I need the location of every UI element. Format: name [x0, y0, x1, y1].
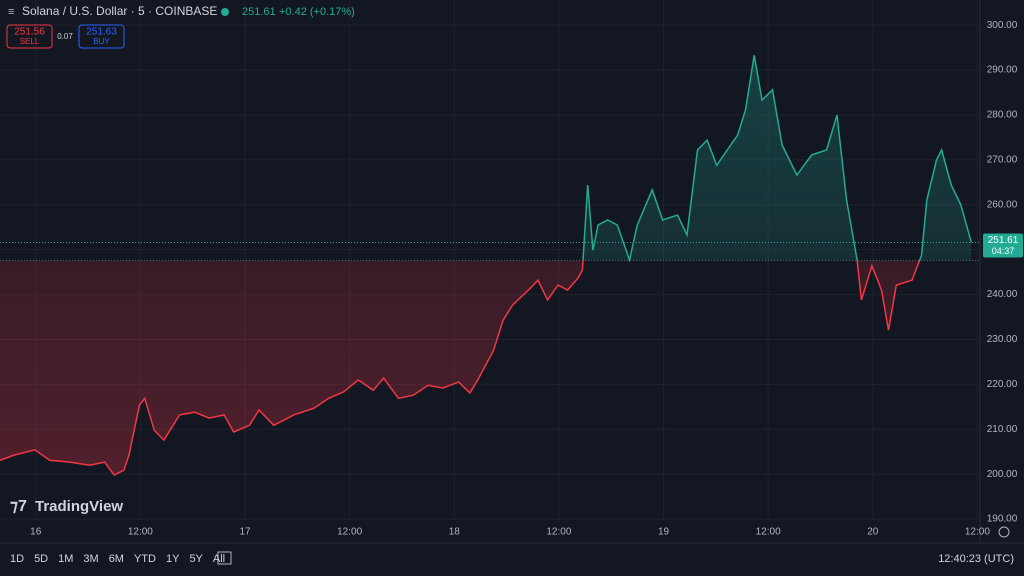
buy-price: 251.63 — [86, 27, 117, 38]
buy-label: BUY — [93, 37, 110, 46]
x-tick-label: 19 — [658, 527, 670, 538]
symbol[interactable]: Solana / U.S. Dollar · 5 · COINBASE — [22, 4, 217, 18]
y-tick-label: 240.00 — [987, 289, 1018, 300]
logo-mark: ⁊7 — [10, 498, 27, 515]
clock[interactable]: 12:40:23 (UTC) — [938, 553, 1014, 565]
y-tick-label: 200.00 — [987, 469, 1018, 480]
status-dot — [221, 8, 229, 16]
range-button[interactable]: 1M — [58, 553, 73, 565]
spread: 0.07 — [57, 32, 73, 41]
x-tick-label: 12:00 — [546, 527, 571, 538]
countdown: 04:37 — [992, 246, 1015, 256]
y-tick-label: 210.00 — [987, 424, 1018, 435]
range-button[interactable]: 1D — [10, 553, 24, 565]
last-price-label: 251.61 — [988, 235, 1019, 246]
x-tick-label: 17 — [239, 527, 251, 538]
range-button[interactable]: 5D — [34, 553, 48, 565]
area-up — [0, 55, 972, 261]
y-tick-label: 280.00 — [987, 110, 1018, 121]
range-button[interactable]: 3M — [83, 553, 98, 565]
price-line — [0, 55, 973, 477]
price: 251.61 — [242, 6, 276, 18]
last-price-tag — [983, 233, 1023, 258]
y-tick-label: 220.00 — [987, 379, 1018, 390]
y-tick-label: 290.00 — [987, 65, 1018, 76]
menu-icon[interactable]: ≡ — [8, 6, 14, 18]
x-tick-label: 12:00 — [337, 527, 362, 538]
sell-price: 251.56 — [14, 27, 45, 38]
range-button[interactable]: YTD — [134, 553, 156, 565]
y-tick-label: 270.00 — [987, 155, 1018, 166]
y-tick-label: 230.00 — [987, 334, 1018, 345]
y-tick-label: 190.00 — [987, 514, 1018, 525]
x-tick-label: 12:00 — [756, 527, 781, 538]
sell-button[interactable] — [6, 24, 53, 49]
change: +0.42 (+0.17%) — [279, 6, 355, 18]
y-tick-label: 260.00 — [987, 199, 1018, 210]
settings-icon[interactable] — [998, 526, 1010, 538]
x-tick-label: 12:00 — [128, 527, 153, 538]
date-range-icon[interactable] — [217, 551, 232, 565]
sell-label: SELL — [20, 37, 40, 46]
x-tick-label: 16 — [30, 527, 42, 538]
logo[interactable]: TradingView — [35, 498, 123, 515]
y-tick-label: 300.00 — [987, 20, 1018, 31]
x-tick-label: 20 — [867, 527, 879, 538]
range-button[interactable]: All — [213, 553, 225, 565]
range-button[interactable]: 1Y — [166, 553, 180, 565]
x-tick-label: 12:00 — [965, 527, 990, 538]
range-button[interactable]: 5Y — [189, 553, 203, 565]
buy-button[interactable] — [78, 24, 125, 49]
x-tick-label: 18 — [449, 527, 461, 538]
plot — [0, 0, 980, 520]
range-button[interactable]: 6M — [109, 553, 124, 565]
area-down — [0, 260, 920, 476]
